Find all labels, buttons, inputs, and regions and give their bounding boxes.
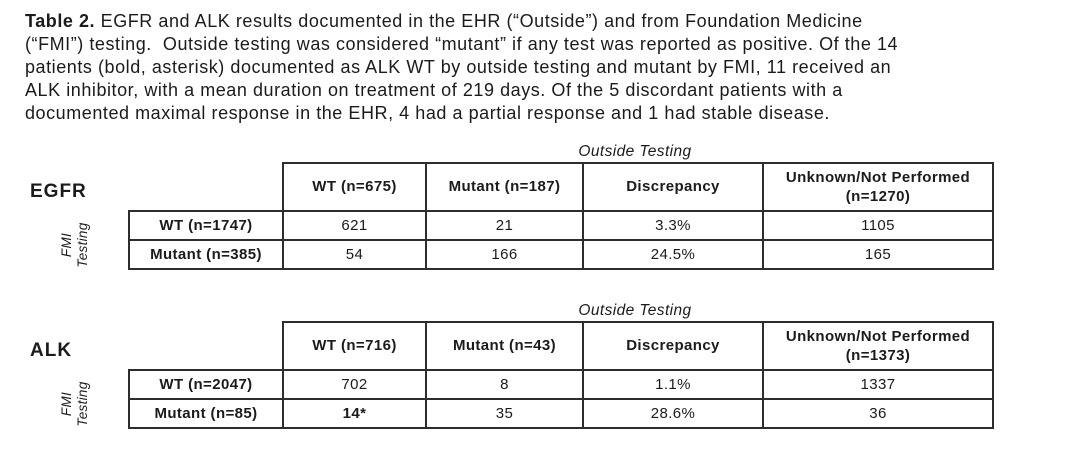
data-cell: 8 bbox=[425, 369, 584, 400]
column-header-row: WT (n=716) Mutant (n=43) Discrepancy Unk… bbox=[129, 321, 994, 371]
column-header-wt: WT (n=716) bbox=[282, 321, 427, 371]
data-cell: 621 bbox=[282, 210, 427, 241]
fmi-testing-axis-label: FMI Testing bbox=[59, 222, 90, 268]
data-cell: 1105 bbox=[762, 210, 994, 241]
column-header-unknown: Unknown/Not Performed (n=1270) bbox=[762, 162, 994, 212]
row-header-mutant: Mutant (n=385) bbox=[128, 239, 284, 270]
data-cell: 1.1% bbox=[582, 369, 764, 400]
data-cell: 165 bbox=[762, 239, 994, 270]
column-header-wt: WT (n=675) bbox=[282, 162, 427, 212]
egfr-table-section: EGFR FMI Testing Outside Testing WT (n=6… bbox=[30, 143, 994, 270]
data-cell: 36 bbox=[762, 398, 994, 429]
data-cell: 3.3% bbox=[582, 210, 764, 241]
outside-testing-axis-label: Outside Testing bbox=[578, 302, 692, 319]
egfr-results-table: WT (n=675) Mutant (n=187) Discrepancy Un… bbox=[128, 162, 994, 270]
caption-text: EGFR and ALK results documented in the E… bbox=[25, 11, 899, 123]
column-header-mutant: Mutant (n=187) bbox=[425, 162, 584, 212]
blank-corner-cell bbox=[129, 322, 283, 370]
table-row-fmi-mutant: Mutant (n=385) 54 166 24.5% 165 bbox=[128, 239, 994, 270]
data-cell: 24.5% bbox=[582, 239, 764, 270]
gene-label-egfr: EGFR bbox=[30, 181, 87, 202]
table-caption: Table 2. EGFR and ALK results documented… bbox=[25, 10, 1063, 125]
alk-table-section: ALK FMI Testing Outside Testing WT (n=71… bbox=[30, 302, 994, 429]
column-header-discrepancy: Discrepancy bbox=[582, 321, 764, 371]
data-cell: 1337 bbox=[762, 369, 994, 400]
column-header-unknown: Unknown/Not Performed (n=1373) bbox=[762, 321, 994, 371]
caption-label: Table 2. bbox=[25, 11, 96, 31]
data-cell-discordant-bold: 14* bbox=[282, 398, 427, 429]
data-cell: 702 bbox=[282, 369, 427, 400]
data-cell: 166 bbox=[425, 239, 584, 270]
row-header-wt: WT (n=2047) bbox=[128, 369, 284, 400]
document-page: Table 2. EGFR and ALK results documented… bbox=[25, 10, 1063, 429]
table-row-fmi-wt: WT (n=2047) 702 8 1.1% 1337 bbox=[128, 369, 994, 400]
data-cell: 54 bbox=[282, 239, 427, 270]
column-header-discrepancy: Discrepancy bbox=[582, 162, 764, 212]
column-header-row: WT (n=675) Mutant (n=187) Discrepancy Un… bbox=[129, 162, 994, 212]
table-row-fmi-wt: WT (n=1747) 621 21 3.3% 1105 bbox=[128, 210, 994, 241]
outside-testing-axis-label: Outside Testing bbox=[578, 143, 692, 160]
data-cell: 28.6% bbox=[582, 398, 764, 429]
fmi-testing-axis-label: FMI Testing bbox=[59, 381, 90, 427]
column-header-mutant: Mutant (n=43) bbox=[425, 321, 584, 371]
data-cell: 21 bbox=[425, 210, 584, 241]
blank-corner-cell bbox=[129, 163, 283, 211]
data-cell: 35 bbox=[425, 398, 584, 429]
gene-label-alk: ALK bbox=[30, 340, 73, 361]
alk-results-table: WT (n=716) Mutant (n=43) Discrepancy Unk… bbox=[128, 321, 994, 429]
row-header-mutant: Mutant (n=85) bbox=[128, 398, 284, 429]
table-row-fmi-mutant: Mutant (n=85) 14* 35 28.6% 36 bbox=[128, 398, 994, 429]
row-header-wt: WT (n=1747) bbox=[128, 210, 284, 241]
